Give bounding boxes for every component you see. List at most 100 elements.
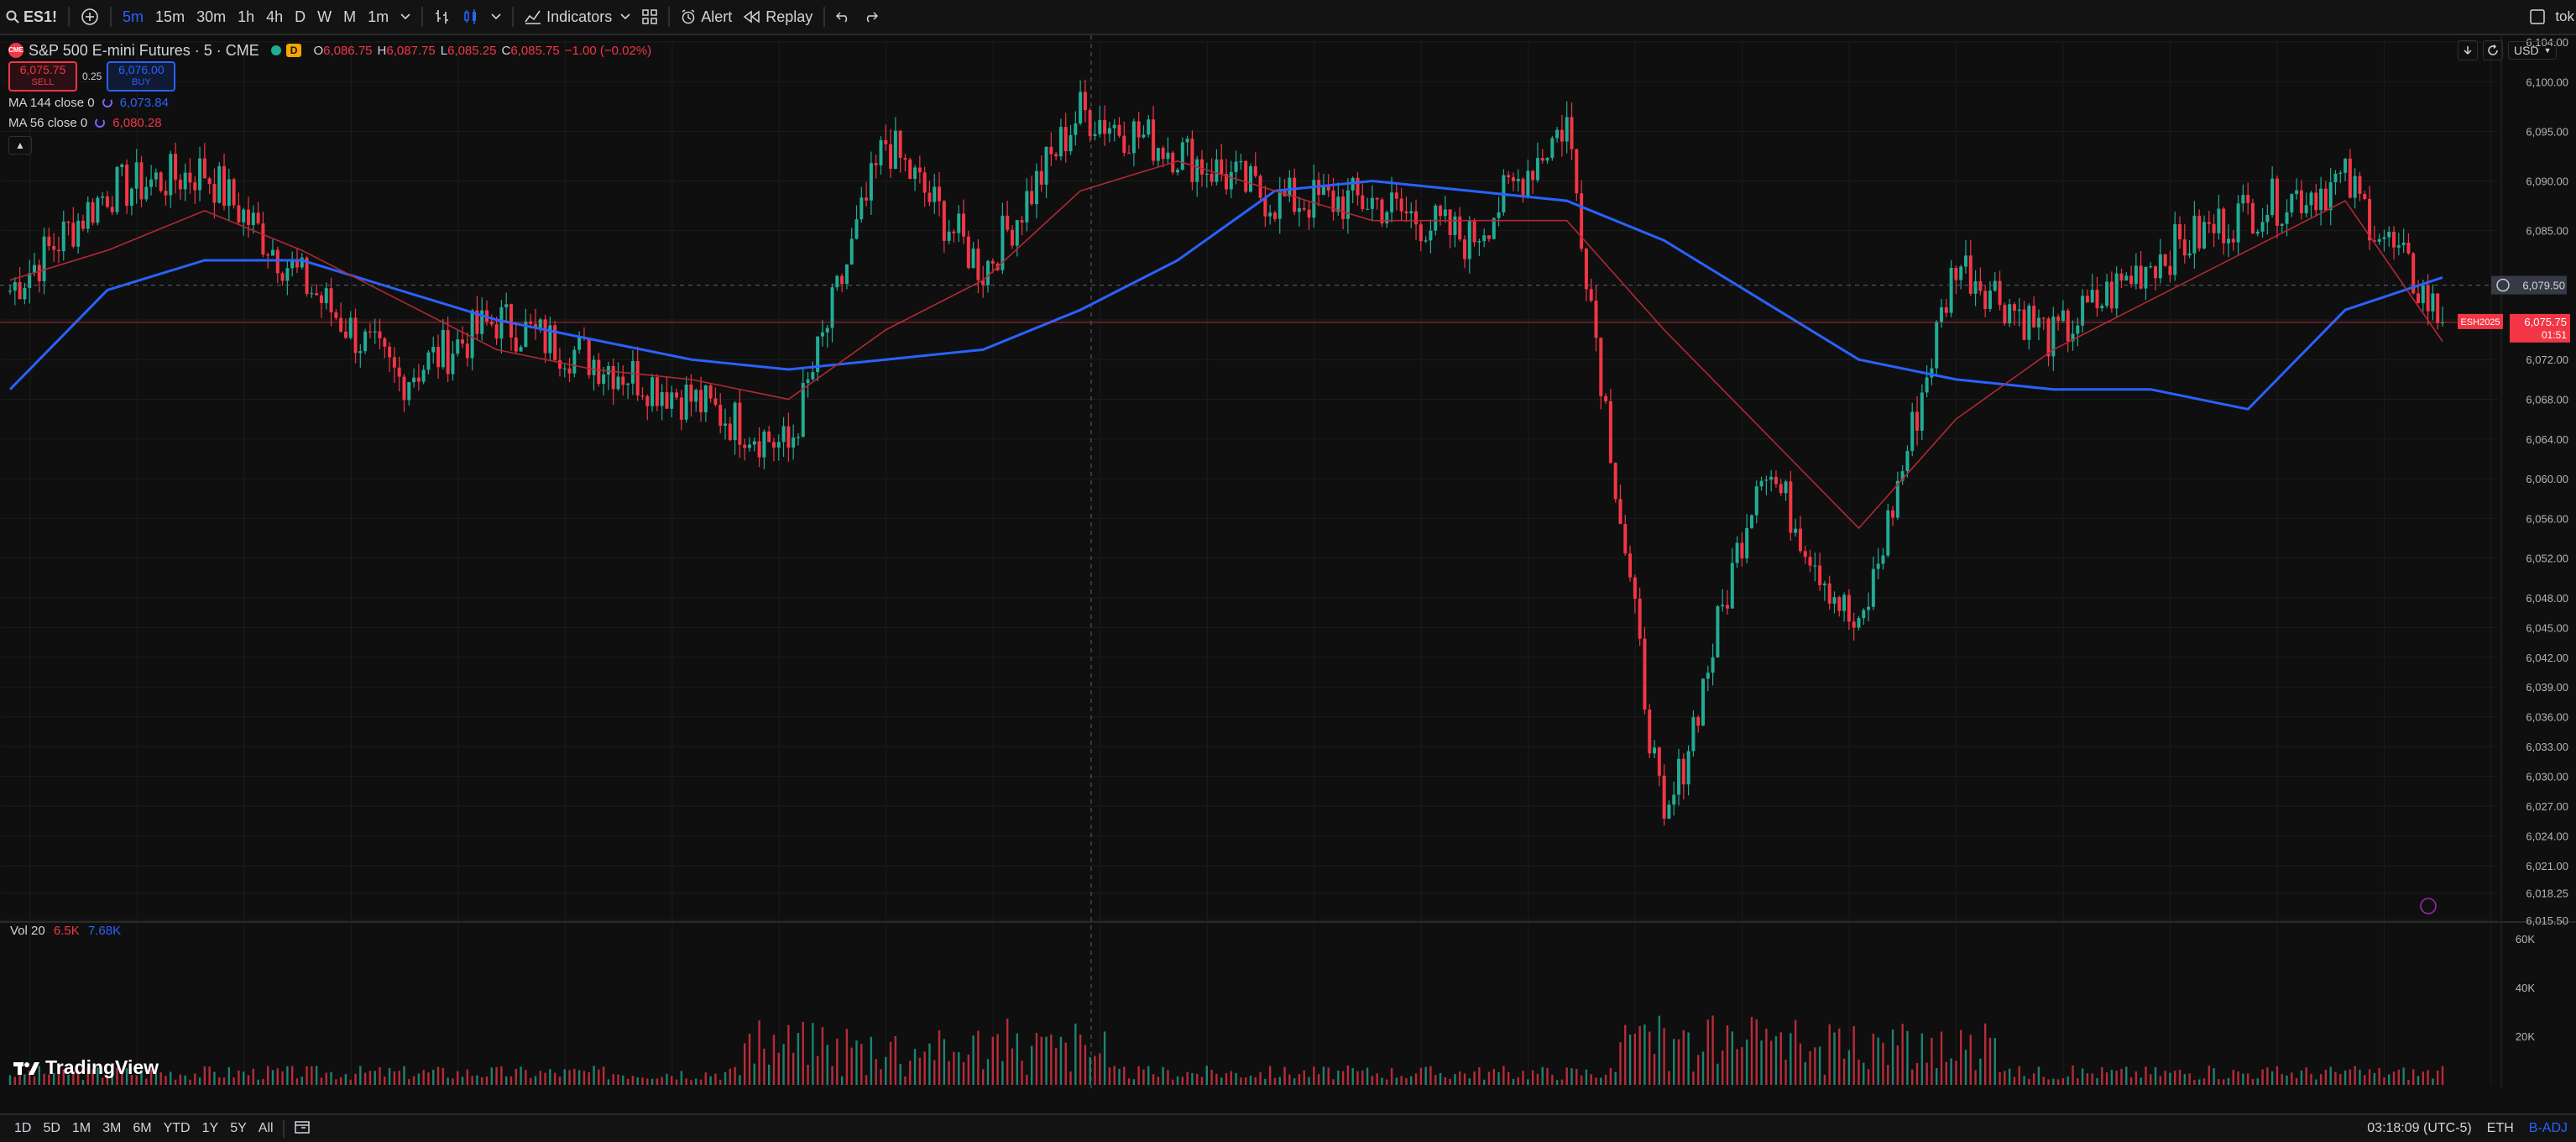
volume-bar [1351, 1067, 1354, 1085]
sell-button[interactable]: 6,075.75 SELL [8, 61, 77, 92]
clock-label[interactable]: 03:18:09 (UTC-5) [2367, 1121, 2472, 1135]
candle-body [2144, 266, 2148, 289]
volume-bar [1653, 1054, 1656, 1085]
interval-d[interactable]: D [295, 8, 306, 25]
interval-15m[interactable]: 15m [155, 8, 185, 25]
candle-body [1686, 751, 1690, 785]
close-label: C [501, 43, 511, 58]
fullscreen-icon[interactable] [2530, 9, 2546, 24]
volume-bar [1512, 1078, 1515, 1085]
bar-style-button[interactable] [428, 0, 457, 34]
volume-bar [2101, 1067, 2103, 1085]
volume-bar [1882, 1042, 1884, 1085]
collapse-legend-button[interactable]: ▲ [8, 136, 32, 155]
interval-30m[interactable]: 30m [196, 8, 227, 25]
volume-bar [1925, 1062, 1928, 1085]
volume-bar [368, 1071, 372, 1085]
volume-bar [2417, 1076, 2420, 1085]
volume-bar [1809, 1050, 1811, 1085]
range-5y[interactable]: 5Y [230, 1121, 247, 1135]
candle-body [762, 431, 766, 458]
range-1y[interactable]: 1Y [201, 1121, 219, 1135]
volume-bar [1303, 1070, 1305, 1085]
chart-type-dropdown[interactable] [485, 0, 507, 34]
range-all[interactable]: All [258, 1121, 274, 1135]
adjustment-label[interactable]: B-ADJ [2528, 1121, 2568, 1135]
candle-body [1808, 557, 1812, 566]
volume-bar [101, 1077, 104, 1085]
candle-body [1131, 121, 1136, 154]
candle-body [2046, 318, 2051, 357]
candle-body [465, 343, 469, 359]
range-1m[interactable]: 1M [71, 1121, 91, 1135]
candle-body [1074, 123, 1078, 135]
range-3m[interactable]: 3M [102, 1121, 122, 1135]
account-label[interactable]: tok [2555, 8, 2574, 24]
candles-button[interactable] [457, 0, 485, 34]
candle-body [125, 164, 129, 206]
symbol-title[interactable]: S&P 500 E-mini Futures · 5 · CME [29, 41, 259, 59]
volume-bar [1089, 1056, 1091, 1085]
interval-5m[interactable]: 5m [123, 8, 144, 25]
layouts-button[interactable] [636, 0, 663, 34]
volume-bar [62, 1069, 65, 1085]
candle-body [889, 144, 893, 169]
candle-body [2441, 322, 2444, 324]
tradingview-wordmark: TradingView [45, 1056, 159, 1078]
price-tick-label: 6,039.00 [2526, 681, 2568, 694]
candle-body [2168, 265, 2172, 275]
arrow-down-icon[interactable] [2458, 40, 2478, 60]
volume-bar [145, 1078, 148, 1085]
replay-button[interactable]: Replay [738, 0, 818, 34]
date-range-button[interactable] [282, 1119, 316, 1138]
volume-bar [1649, 1031, 1651, 1085]
candle-body [416, 377, 421, 382]
candle-body [1653, 747, 1657, 754]
volume-bar [1054, 1048, 1058, 1085]
volume-bar [1176, 1076, 1179, 1085]
candle-body [42, 236, 46, 281]
volume-bar [577, 1070, 581, 1085]
interval-m[interactable]: M [343, 8, 357, 25]
candle-body [849, 238, 854, 265]
volume-bar [724, 1071, 727, 1085]
interval-w[interactable]: W [317, 8, 332, 25]
volume-bar [495, 1066, 498, 1085]
volume-bar [363, 1072, 367, 1085]
volume-bar [2183, 1074, 2187, 1085]
candle-body [1020, 220, 1024, 223]
alert-button[interactable]: Alert [675, 0, 738, 34]
price-chart[interactable]: 6,104.00 6,100.00 6,095.00 6,090.00 6,085.00… [0, 35, 2576, 1107]
interval-1h[interactable]: 1h [238, 8, 255, 25]
candle-body [1779, 484, 1783, 494]
volume-legend[interactable]: Vol 20 6.5K 7.68K [10, 924, 121, 938]
range-5d[interactable]: 5D [43, 1121, 60, 1135]
candle-body [2027, 306, 2031, 340]
interval-dropdown[interactable] [394, 0, 416, 34]
interval-4h[interactable]: 4h [266, 8, 284, 25]
range-1d[interactable]: 1D [14, 1121, 32, 1135]
interval-1m[interactable]: 1m [368, 8, 389, 25]
refresh-icon[interactable] [2483, 40, 2503, 60]
indicators-button[interactable]: Indicators [519, 0, 636, 34]
compare-button[interactable] [75, 0, 105, 34]
volume-bar [1298, 1074, 1301, 1085]
volume-bar [767, 1064, 771, 1085]
currency-selector[interactable]: USD ▼ [2508, 41, 2558, 60]
session-label[interactable]: ETH [2486, 1121, 2514, 1135]
volume-bar [982, 1069, 985, 1085]
ma56-row[interactable]: MA 56 close 0 6,080.28 [8, 113, 656, 133]
symbol-search[interactable]: ES1! [0, 0, 63, 34]
candle-body [630, 360, 635, 384]
ma144-row[interactable]: MA 144 close 0 6,073.84 [8, 92, 656, 113]
range-ytd[interactable]: YTD [163, 1121, 191, 1135]
range-6m[interactable]: 6M [133, 1121, 152, 1135]
tradingview-logo[interactable]: TradingView [13, 1056, 159, 1079]
candle-body [1492, 217, 1496, 239]
chart-area[interactable]: 6,104.00 6,100.00 6,095.00 6,090.00 6,085.00… [0, 35, 2576, 1107]
redo-button[interactable] [857, 0, 884, 34]
candle-body [2406, 242, 2411, 254]
candle-body [874, 163, 878, 165]
buy-button[interactable]: 6,076.00 BUY [107, 61, 176, 92]
undo-button[interactable] [830, 0, 857, 34]
